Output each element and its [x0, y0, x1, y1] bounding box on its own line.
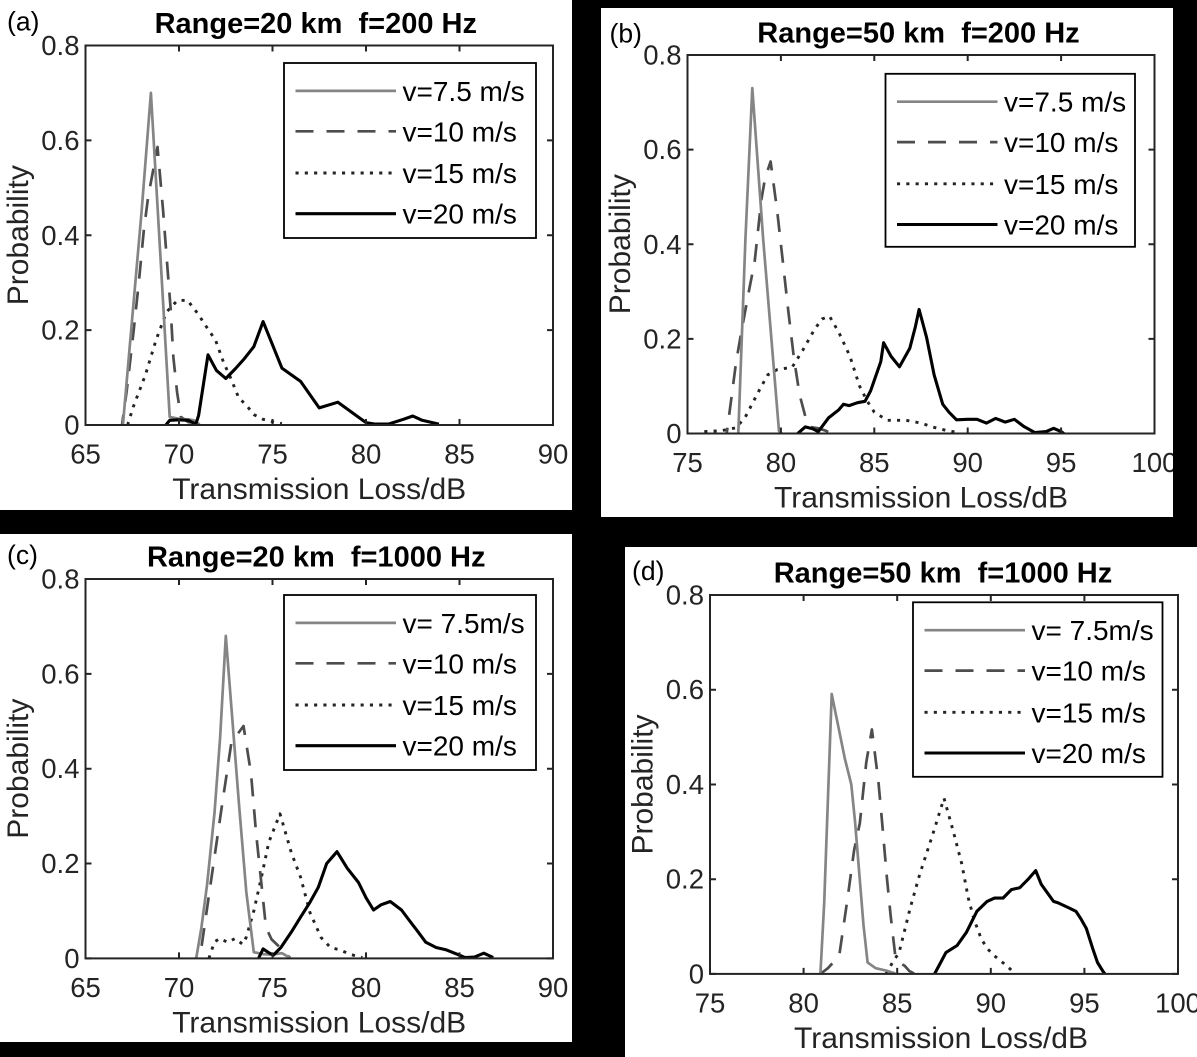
- svg-text:100: 100: [1155, 987, 1197, 1018]
- svg-text:90: 90: [976, 987, 1007, 1018]
- svg-text:Range=50 km f=1000 Hz: Range=50 km f=1000 Hz: [774, 558, 1113, 590]
- svg-text:v=7.5 m/s: v=7.5 m/s: [403, 76, 525, 107]
- svg-text:(a): (a): [7, 6, 39, 36]
- svg-text:v=20 m/s: v=20 m/s: [1032, 738, 1146, 769]
- svg-text:80: 80: [788, 987, 819, 1018]
- svg-text:95: 95: [1046, 447, 1077, 478]
- svg-text:0: 0: [666, 418, 681, 449]
- svg-text:0.4: 0.4: [41, 753, 79, 784]
- svg-text:0.6: 0.6: [643, 134, 681, 165]
- svg-text:0.4: 0.4: [643, 229, 681, 260]
- svg-text:Probability: Probability: [627, 714, 660, 854]
- svg-text:80: 80: [351, 439, 382, 470]
- svg-text:Transmission Loss/dB: Transmission Loss/dB: [794, 1022, 1088, 1055]
- svg-text:0: 0: [64, 410, 79, 441]
- svg-text:85: 85: [859, 447, 890, 478]
- svg-text:(d): (d): [632, 556, 664, 586]
- svg-text:Range=50 km f=200 Hz: Range=50 km f=200 Hz: [757, 18, 1079, 50]
- svg-text:75: 75: [257, 439, 288, 470]
- svg-text:100: 100: [1132, 447, 1178, 478]
- svg-text:Probability: Probability: [604, 174, 637, 314]
- svg-text:80: 80: [351, 972, 382, 1003]
- svg-text:90: 90: [538, 439, 569, 470]
- svg-text:0.6: 0.6: [41, 658, 79, 689]
- svg-text:70: 70: [164, 439, 195, 470]
- svg-text:85: 85: [444, 972, 475, 1003]
- svg-text:v=7.5 m/s: v=7.5 m/s: [1004, 87, 1126, 118]
- svg-text:v=20 m/s: v=20 m/s: [403, 199, 517, 230]
- svg-text:v=15 m/s: v=15 m/s: [403, 158, 517, 189]
- svg-text:70: 70: [164, 972, 195, 1003]
- svg-text:v= 7.5m/s: v= 7.5m/s: [1032, 615, 1154, 646]
- svg-text:0.8: 0.8: [643, 40, 681, 71]
- svg-text:(b): (b): [610, 18, 642, 48]
- svg-text:75: 75: [672, 447, 703, 478]
- svg-text:90: 90: [952, 447, 983, 478]
- svg-text:v=15 m/s: v=15 m/s: [1004, 169, 1118, 200]
- svg-text:65: 65: [70, 439, 101, 470]
- svg-text:Transmission Loss/dB: Transmission Loss/dB: [172, 473, 466, 506]
- svg-text:90: 90: [538, 972, 569, 1003]
- svg-text:0.4: 0.4: [666, 769, 704, 800]
- svg-text:0.8: 0.8: [666, 580, 704, 611]
- svg-text:0.2: 0.2: [666, 864, 704, 895]
- svg-text:0.2: 0.2: [41, 315, 79, 346]
- svg-text:95: 95: [1069, 987, 1100, 1018]
- svg-text:(c): (c): [7, 540, 38, 570]
- svg-text:0.6: 0.6: [666, 674, 704, 705]
- svg-text:v=20 m/s: v=20 m/s: [1004, 210, 1118, 241]
- svg-text:v=15 m/s: v=15 m/s: [1032, 697, 1146, 728]
- svg-text:Probability: Probability: [2, 165, 35, 305]
- svg-text:v=10 m/s: v=10 m/s: [1004, 127, 1118, 158]
- svg-text:v=15 m/s: v=15 m/s: [403, 690, 517, 721]
- svg-text:75: 75: [695, 987, 726, 1018]
- svg-text:80: 80: [766, 447, 797, 478]
- svg-text:v=10 m/s: v=10 m/s: [403, 116, 517, 147]
- svg-text:v=10 m/s: v=10 m/s: [403, 648, 517, 679]
- svg-text:0.8: 0.8: [41, 564, 79, 595]
- svg-text:0.2: 0.2: [643, 323, 681, 354]
- svg-text:Range=20 km f=1000 Hz: Range=20 km f=1000 Hz: [147, 542, 486, 574]
- svg-text:0.4: 0.4: [41, 220, 79, 251]
- svg-text:0.8: 0.8: [41, 30, 79, 61]
- svg-text:0: 0: [689, 958, 704, 989]
- svg-text:85: 85: [444, 439, 475, 470]
- svg-text:0.6: 0.6: [41, 125, 79, 156]
- svg-text:65: 65: [70, 972, 101, 1003]
- svg-text:Transmission Loss/dB: Transmission Loss/dB: [774, 482, 1068, 515]
- svg-text:Transmission Loss/dB: Transmission Loss/dB: [172, 1006, 466, 1039]
- svg-text:0: 0: [64, 943, 79, 974]
- svg-text:85: 85: [882, 987, 913, 1018]
- svg-text:Probability: Probability: [2, 699, 35, 839]
- svg-text:75: 75: [257, 972, 288, 1003]
- svg-text:v=10 m/s: v=10 m/s: [1032, 656, 1146, 687]
- svg-text:v=20 m/s: v=20 m/s: [403, 731, 517, 762]
- svg-text:0.2: 0.2: [41, 848, 79, 879]
- svg-text:Range=20 km f=200 Hz: Range=20 km f=200 Hz: [155, 8, 477, 40]
- svg-text:v= 7.5m/s: v= 7.5m/s: [403, 608, 525, 639]
